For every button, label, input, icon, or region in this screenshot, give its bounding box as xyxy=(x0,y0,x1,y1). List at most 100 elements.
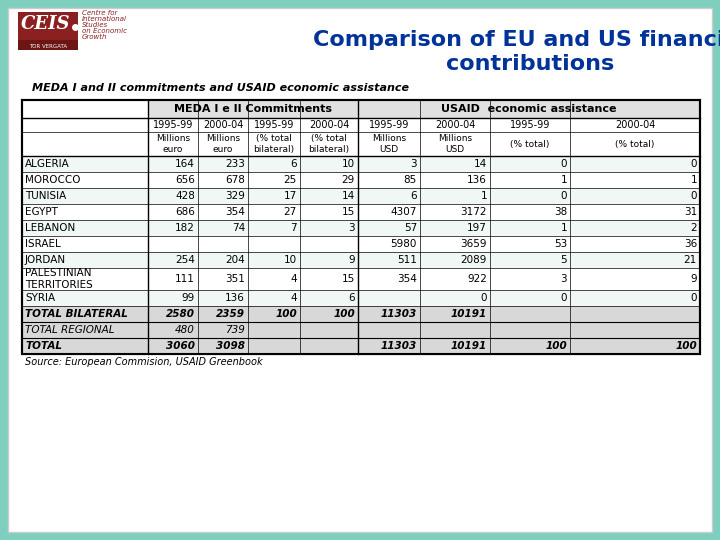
Text: LEBANON: LEBANON xyxy=(25,223,76,233)
Bar xyxy=(148,100,358,118)
Text: 922: 922 xyxy=(467,274,487,284)
Text: 354: 354 xyxy=(397,274,417,284)
Bar xyxy=(22,290,700,306)
Bar xyxy=(22,172,700,188)
Bar xyxy=(22,338,700,354)
Text: 1: 1 xyxy=(560,223,567,233)
Text: 4: 4 xyxy=(290,274,297,284)
Text: 15: 15 xyxy=(342,274,355,284)
Text: 511: 511 xyxy=(397,255,417,265)
Text: 14: 14 xyxy=(474,159,487,169)
Bar xyxy=(22,236,700,252)
Text: 100: 100 xyxy=(675,341,697,351)
Text: 354: 354 xyxy=(225,207,245,217)
Text: 15: 15 xyxy=(342,207,355,217)
Text: EGYPT: EGYPT xyxy=(25,207,58,217)
Text: 5980: 5980 xyxy=(391,239,417,249)
Text: 329: 329 xyxy=(225,191,245,201)
Text: 100: 100 xyxy=(333,309,355,319)
Bar xyxy=(358,100,700,118)
Text: 656: 656 xyxy=(175,175,195,185)
Text: 2580: 2580 xyxy=(166,309,195,319)
Text: 11303: 11303 xyxy=(381,309,417,319)
Text: 136: 136 xyxy=(225,293,245,303)
Text: 9: 9 xyxy=(348,255,355,265)
Text: 27: 27 xyxy=(284,207,297,217)
Text: 164: 164 xyxy=(175,159,195,169)
Text: MEDA I e II Commitments: MEDA I e II Commitments xyxy=(174,104,332,114)
Text: 74: 74 xyxy=(232,223,245,233)
Text: 2000-04: 2000-04 xyxy=(435,120,475,130)
Text: 1995-99: 1995-99 xyxy=(510,120,550,130)
Text: 136: 136 xyxy=(467,175,487,185)
Bar xyxy=(22,100,700,354)
Text: TOTAL: TOTAL xyxy=(25,341,62,351)
Text: Comparison of EU and US financial
contributions: Comparison of EU and US financial contri… xyxy=(313,30,720,75)
Text: 10: 10 xyxy=(342,159,355,169)
Text: 100: 100 xyxy=(275,309,297,319)
Bar xyxy=(22,204,700,220)
Text: 2359: 2359 xyxy=(216,309,245,319)
Text: 686: 686 xyxy=(175,207,195,217)
Text: 0: 0 xyxy=(560,159,567,169)
Text: 10191: 10191 xyxy=(451,341,487,351)
Text: 1: 1 xyxy=(690,175,697,185)
Text: 10: 10 xyxy=(284,255,297,265)
Bar xyxy=(22,220,700,236)
Text: 1995-99: 1995-99 xyxy=(153,120,193,130)
Text: 254: 254 xyxy=(175,255,195,265)
Text: ISRAEL: ISRAEL xyxy=(25,239,60,249)
Text: 31: 31 xyxy=(684,207,697,217)
Text: 2000-04: 2000-04 xyxy=(615,120,655,130)
Text: SYRIA: SYRIA xyxy=(25,293,55,303)
Text: 111: 111 xyxy=(175,274,195,284)
Text: Growth: Growth xyxy=(82,34,107,40)
Text: 480: 480 xyxy=(175,325,195,335)
Text: 1: 1 xyxy=(560,175,567,185)
Text: Millions
USD: Millions USD xyxy=(372,134,406,154)
Text: 36: 36 xyxy=(684,239,697,249)
Text: MOROCCO: MOROCCO xyxy=(25,175,81,185)
Text: 3: 3 xyxy=(560,274,567,284)
Text: 6: 6 xyxy=(410,191,417,201)
Text: 2089: 2089 xyxy=(461,255,487,265)
Text: (% total
bilateral): (% total bilateral) xyxy=(253,134,294,154)
Text: 0: 0 xyxy=(560,293,567,303)
Text: 1: 1 xyxy=(480,191,487,201)
Text: 197: 197 xyxy=(467,223,487,233)
Text: TOR VERGATA: TOR VERGATA xyxy=(29,44,67,49)
Text: 9: 9 xyxy=(690,274,697,284)
Text: TOTAL REGIONAL: TOTAL REGIONAL xyxy=(25,325,114,335)
Text: 0: 0 xyxy=(690,159,697,169)
Text: 3: 3 xyxy=(348,223,355,233)
Text: CEIS: CEIS xyxy=(22,15,71,33)
Text: 0: 0 xyxy=(690,191,697,201)
Text: 6: 6 xyxy=(290,159,297,169)
Text: Source: European Commision, USAID Greenbook: Source: European Commision, USAID Greenb… xyxy=(25,357,263,367)
Text: 11303: 11303 xyxy=(381,341,417,351)
Text: 1995-99: 1995-99 xyxy=(254,120,294,130)
Text: 233: 233 xyxy=(225,159,245,169)
Text: 1995-99: 1995-99 xyxy=(369,120,409,130)
Text: Studies: Studies xyxy=(82,22,108,28)
Text: 5: 5 xyxy=(560,255,567,265)
Text: 10191: 10191 xyxy=(451,309,487,319)
Text: 428: 428 xyxy=(175,191,195,201)
Text: 0: 0 xyxy=(690,293,697,303)
Text: PALESTINIAN
TERRITORIES: PALESTINIAN TERRITORIES xyxy=(25,268,93,290)
Bar xyxy=(22,322,700,338)
Text: 2: 2 xyxy=(690,223,697,233)
Text: Centre for: Centre for xyxy=(82,10,117,16)
Text: 2000-04: 2000-04 xyxy=(309,120,349,130)
Text: (% total): (% total) xyxy=(510,139,549,148)
Text: 351: 351 xyxy=(225,274,245,284)
Text: 3172: 3172 xyxy=(461,207,487,217)
Text: ALGERIA: ALGERIA xyxy=(25,159,70,169)
Text: MEDA I and II commitments and USAID economic assistance: MEDA I and II commitments and USAID econ… xyxy=(32,83,409,93)
Text: (% total
bilateral): (% total bilateral) xyxy=(308,134,350,154)
Text: JORDAN: JORDAN xyxy=(25,255,66,265)
Text: Millions
euro: Millions euro xyxy=(206,134,240,154)
Text: 38: 38 xyxy=(554,207,567,217)
Text: 6: 6 xyxy=(348,293,355,303)
Text: 7: 7 xyxy=(290,223,297,233)
